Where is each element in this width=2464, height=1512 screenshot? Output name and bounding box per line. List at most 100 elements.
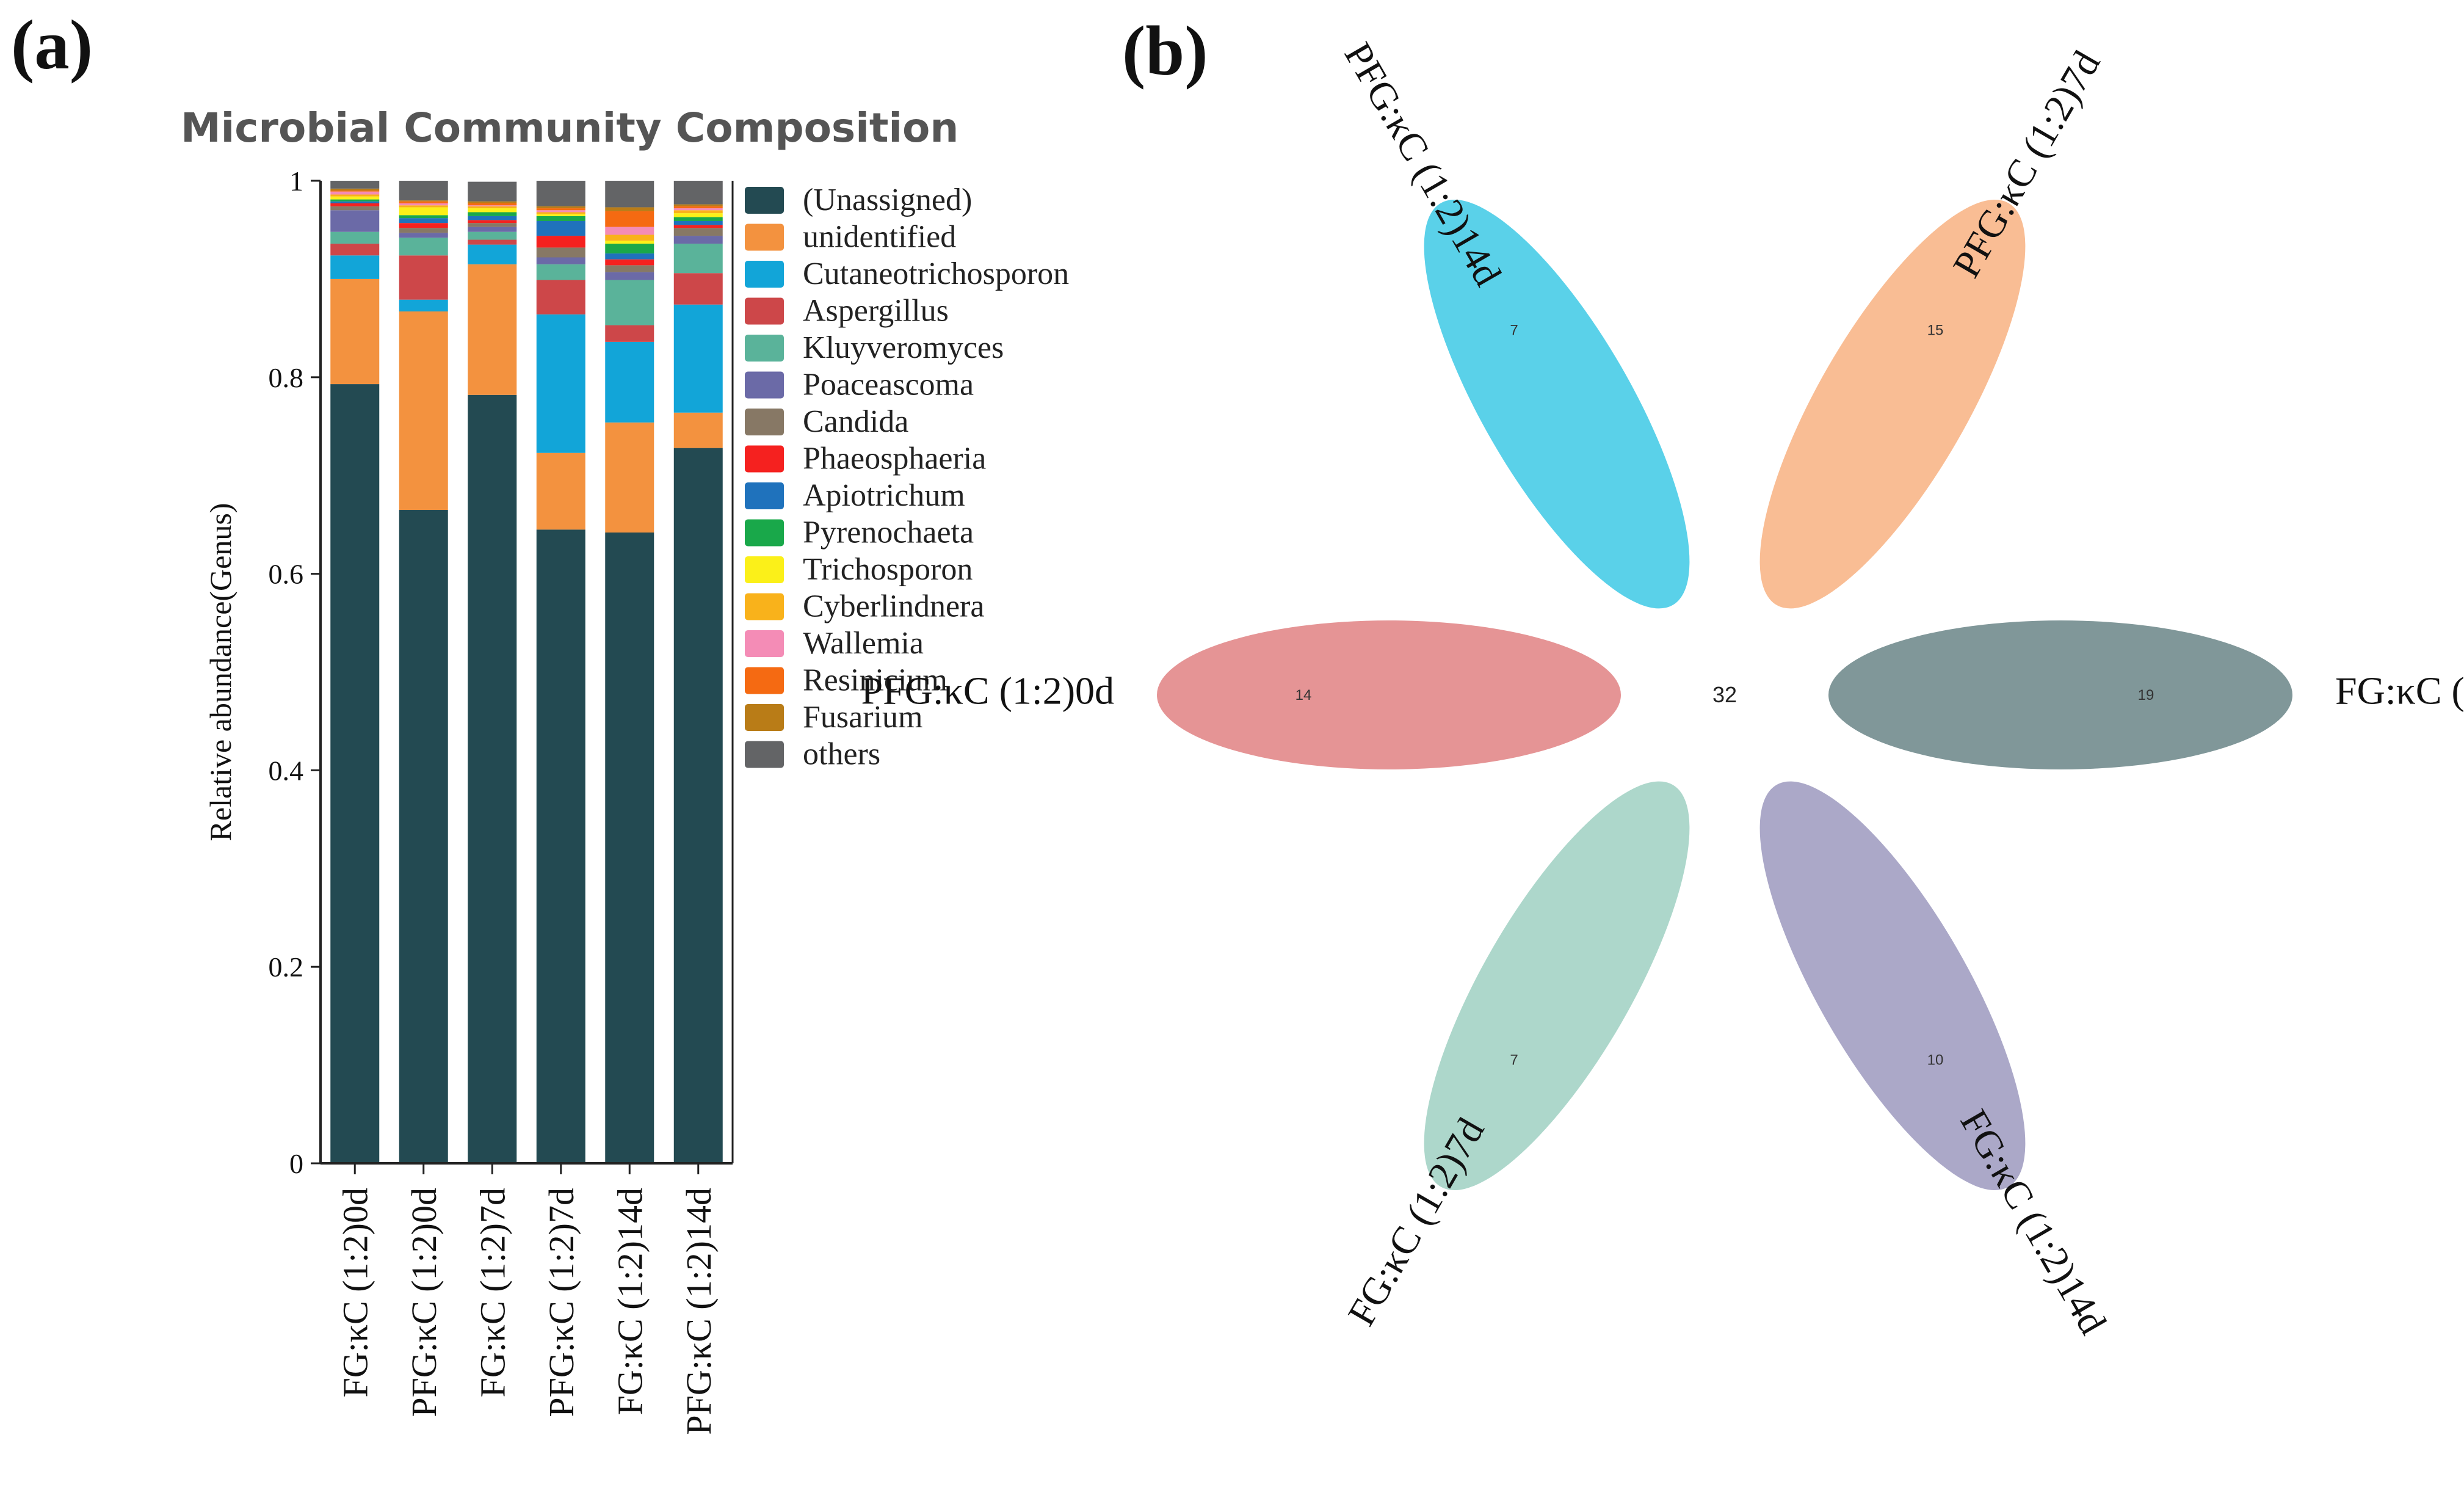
bar-segment [468, 181, 517, 202]
bar-segment [605, 181, 654, 208]
legend-label: Pyrenochaeta [803, 515, 974, 550]
bar-segment [605, 259, 654, 266]
legend-swatch [745, 261, 784, 288]
y-tick-label: 0.6 [269, 559, 304, 590]
legend-label: Candida [803, 404, 908, 439]
legend-label: Aspergillus [803, 294, 949, 329]
legend-label: unidentified [803, 220, 956, 255]
petal-count: 15 [1927, 322, 1944, 338]
bar-segment [330, 278, 380, 385]
petal-count: 7 [1510, 322, 1518, 338]
flower-diagram: 19 15 7 14 7 10 FG:κC (1:2)0d PFG:κC (1:2)7d PF… [861, 35, 2464, 1341]
bar-segment [673, 210, 723, 214]
petal-count: 10 [1927, 1052, 1944, 1069]
legend-item: Phaeosphaeria [745, 442, 986, 476]
petal-count: 7 [1510, 1052, 1518, 1069]
bar-stack [673, 181, 723, 1164]
y-tick-label: 1 [289, 165, 303, 197]
bar-segment [468, 244, 517, 264]
bar-segment [399, 207, 448, 216]
bar-segment [399, 233, 448, 238]
legend-item: (Unassigned) [745, 183, 972, 217]
bar-segment [468, 223, 517, 227]
bar-segment [673, 204, 723, 206]
petal [1759, 781, 2026, 1191]
petal [1828, 620, 2292, 769]
bar-segment [468, 394, 517, 1164]
panel-a-label: (a) [11, 6, 93, 84]
bar-segment [536, 280, 585, 314]
petal-label: PFG:κC (1:2)7d [1944, 43, 2109, 284]
bar-segment [468, 227, 517, 232]
bar-stack [468, 181, 517, 1164]
category-label: FG:κC (1:2)0d [335, 1188, 375, 1397]
bar-segment [330, 203, 380, 206]
bar-segment [399, 311, 448, 511]
legend-item: Poaceascoma [745, 368, 974, 402]
bar-segment [468, 205, 517, 206]
bar-segment [330, 194, 380, 197]
bar-segment [468, 206, 517, 209]
bar-segment [673, 217, 723, 221]
petal-count: 14 [1295, 687, 1312, 703]
legend-item: Cutaneotrichosporon [745, 256, 1069, 291]
bar-segment [330, 191, 380, 192]
bar-segment [673, 304, 723, 413]
bar-segment [536, 257, 585, 264]
bar-segment [330, 181, 380, 189]
petal [1424, 199, 1690, 609]
bar-segment [536, 206, 585, 209]
bar-segment [468, 203, 517, 206]
bar-stacks [330, 181, 723, 1164]
bar-segment [330, 384, 380, 1163]
legend-item: Wallemia [745, 626, 924, 661]
bar-segment [673, 213, 723, 217]
bar-segment [468, 201, 517, 204]
bar-segment [673, 236, 723, 244]
legend-item: others [745, 737, 880, 772]
legend-item: Aspergillus [745, 294, 949, 329]
petal-label: PFG:κC (1:2)14d [1336, 35, 1510, 293]
bar-segment [468, 264, 517, 395]
bar-segment [399, 200, 448, 202]
bar-segment [673, 208, 723, 211]
bar-segment [673, 412, 723, 448]
bar-segment [536, 212, 585, 214]
bar-segment [536, 220, 585, 236]
bar-segment [399, 228, 448, 233]
bar-segment [605, 280, 654, 325]
petal [1157, 620, 1621, 769]
x-axis-labels: FG:κC (1:2)0d PFG:κC (1:2)0d FG:κC (1:2)7d… [335, 1188, 719, 1435]
y-tick-label: 0.2 [269, 951, 304, 983]
petal [1759, 199, 2026, 609]
legend-item: Kluyveromyces [745, 330, 1004, 365]
category-label: PFG:κC (1:2)0d [404, 1188, 444, 1417]
petals: 19 15 7 14 7 10 [1157, 199, 2292, 1191]
bar-segment [330, 196, 380, 200]
legend-swatch [745, 371, 784, 399]
bar-segment [536, 214, 585, 216]
legend-item: Candida [745, 404, 908, 439]
legend-label: Resinicium [803, 663, 948, 698]
legend-item: Trichosporon [745, 552, 973, 587]
panel-b-label: (b) [1122, 12, 1208, 90]
legend-item: Apiotrichum [745, 478, 965, 513]
bar-segment [399, 205, 448, 208]
core-count: 32 [1712, 682, 1737, 707]
bar-segment [330, 210, 380, 232]
bar-segment [673, 228, 723, 236]
bar-segment [536, 264, 585, 280]
bar-segment [605, 241, 654, 244]
legend-label: Wallemia [803, 626, 924, 661]
legend-label: others [803, 737, 880, 772]
bar-segment [605, 341, 654, 423]
petal-label: FG:κC (1:2)0d [2335, 669, 2464, 713]
legend-swatch [745, 741, 784, 768]
legend-label: Cyberlindnera [803, 589, 984, 624]
bar-segment [399, 299, 448, 311]
core-circle [1648, 619, 1801, 771]
legend-item: unidentified [745, 220, 956, 255]
bar-stack [330, 181, 380, 1163]
legend-label: Fusarium [803, 700, 922, 735]
legend-label: Kluyveromyces [803, 330, 1004, 365]
